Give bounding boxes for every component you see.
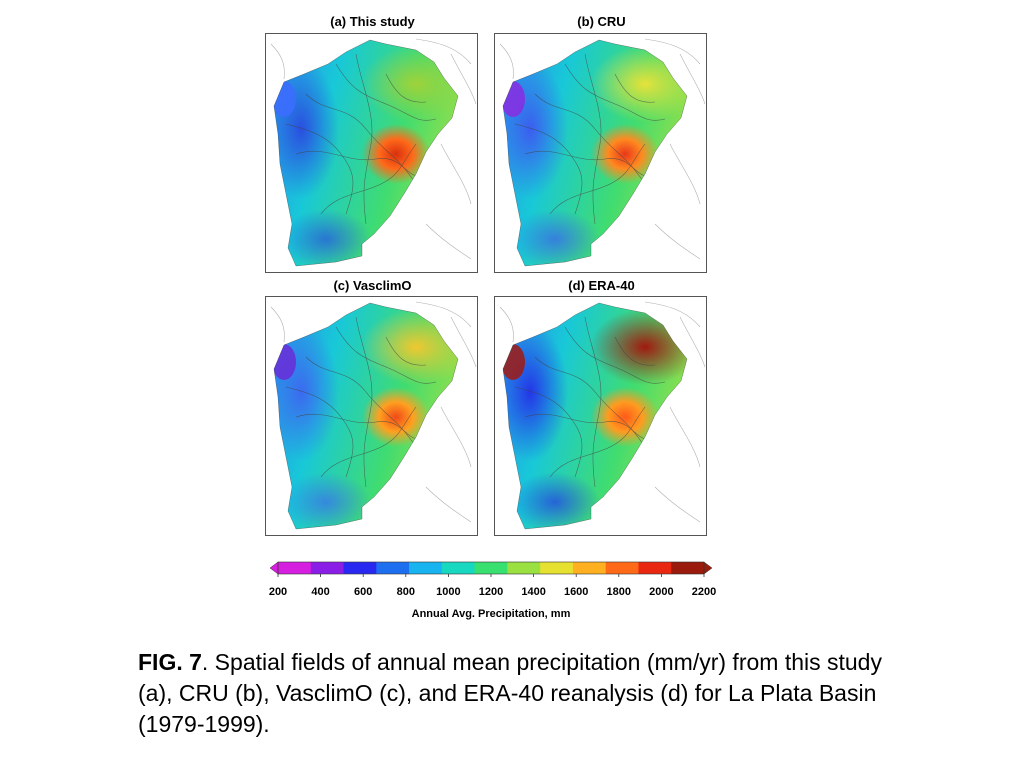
map-panel-a	[265, 33, 478, 273]
colorbar-tick-label: 400	[311, 586, 330, 598]
precip-map-b	[499, 38, 706, 267]
colorbar-tick-label: 200	[268, 586, 288, 598]
precip-map-d	[499, 301, 706, 530]
caption-text: . Spatial fields of annual mean precipit…	[138, 649, 882, 737]
colorbar-segment	[343, 562, 377, 574]
colorbar-ramp	[269, 561, 713, 577]
colorbar-segment	[310, 562, 345, 574]
colorbar-tick-label: 1600	[563, 586, 589, 598]
colorbar-axis-label: Annual Avg. Precipitation, mm	[411, 608, 571, 620]
panel-title-c: (c) VasclimO	[333, 278, 412, 293]
colorbar-max-arrow	[703, 561, 713, 575]
colorbar-segment	[441, 562, 476, 574]
colorbar-segment	[572, 562, 607, 574]
panel-title-d: (d) ERA-40	[568, 278, 635, 293]
colorbar-tick-label: 800	[396, 586, 415, 598]
colorbar-segment	[540, 562, 574, 574]
colorbar-segment	[409, 562, 443, 574]
colorbar-segment	[605, 562, 639, 574]
colorbar-tick-label: 2200	[691, 586, 717, 598]
colorbar-tick-label: 1000	[436, 586, 461, 598]
colorbar-tick-label: 1800	[606, 586, 632, 598]
colorbar-segment	[376, 562, 410, 574]
colorbar: 200 400 600 800 1000 1200 1400 1600 1800 2000 2200…	[266, 556, 716, 626]
colorbar-segment	[507, 562, 541, 574]
colorbar-min-arrow	[269, 561, 279, 575]
figure-label: FIG. 7	[138, 649, 202, 675]
colorbar-tick-label: 1200	[478, 586, 504, 598]
figure-caption: FIG. 7. Spatial fields of annual mean pr…	[138, 647, 898, 740]
colorbar-segment	[474, 562, 508, 574]
map-panel-c	[265, 296, 478, 536]
colorbar-tick-label: 2000	[649, 586, 674, 598]
colorbar-segment	[638, 562, 672, 574]
panel-title-a: (a) This study	[330, 14, 415, 29]
colorbar-segment	[671, 562, 705, 574]
colorbar-tick-label: 600	[354, 586, 373, 598]
map-panel-b	[494, 33, 707, 273]
precip-map-a	[270, 38, 477, 267]
map-panel-d	[494, 296, 707, 536]
panel-title-b: (b) CRU	[577, 14, 626, 29]
colorbar-tick-label: 1400	[521, 586, 546, 598]
colorbar-segment	[278, 562, 312, 574]
precip-map-c	[270, 301, 477, 530]
